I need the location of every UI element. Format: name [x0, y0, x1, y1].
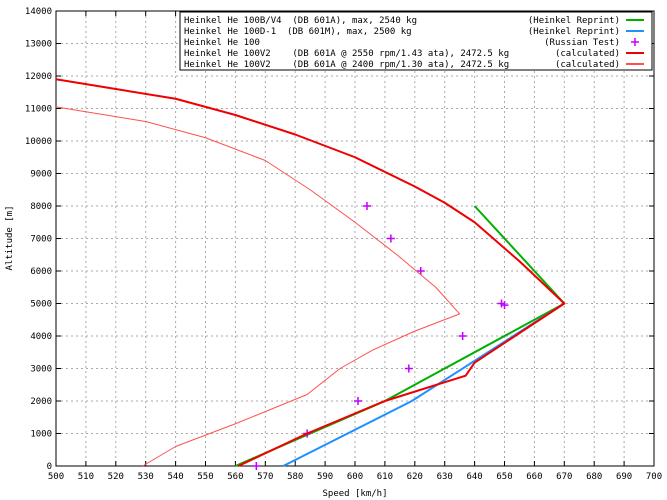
legend: Heinkel He 100B/V4 (DB 601A), max, 2540 … — [179, 11, 653, 71]
data-point — [500, 301, 509, 310]
y-tick-label: 7000 — [30, 235, 52, 245]
cross-mark — [500, 301, 509, 310]
cross-mark — [404, 364, 413, 373]
y-tick-label: 13000 — [25, 40, 52, 50]
legend-source: (Russian Test) — [544, 38, 620, 48]
data-point — [386, 234, 395, 243]
y-tick-label: 11000 — [25, 105, 52, 115]
grid — [56, 11, 654, 466]
y-tick-label: 1000 — [30, 430, 52, 440]
data-point — [404, 364, 413, 373]
x-tick-label: 570 — [257, 472, 273, 482]
y-tick-label: 5000 — [30, 300, 52, 310]
x-tick-label: 640 — [466, 472, 482, 482]
legend-label: Heinkel He 100B/V4 (DB 601A), max, 2540 … — [184, 16, 417, 26]
legend-label: Heinkel He 100V2 (DB 601A @ 2400 rpm/1.3… — [184, 60, 509, 70]
legend-source: (Heinkel Reprint) — [528, 27, 620, 37]
legend-box — [179, 11, 653, 71]
y-tick-label: 10000 — [25, 137, 52, 147]
x-tick-label: 690 — [616, 472, 632, 482]
x-tick-label: 560 — [227, 472, 243, 482]
x-tick-label: 500 — [48, 472, 64, 482]
x-tick-label: 670 — [556, 472, 572, 482]
x-tick-label: 580 — [287, 472, 303, 482]
legend-source: (Heinkel Reprint) — [528, 16, 620, 26]
y-tick-label: 9000 — [30, 170, 52, 180]
x-tick-label: 510 — [78, 472, 94, 482]
data-point — [353, 397, 362, 405]
series-group — [55, 78, 566, 470]
y-axis-label: Altitude [m] — [5, 205, 15, 270]
y-tick-label: 8000 — [30, 202, 52, 212]
x-tick-label: 520 — [108, 472, 124, 482]
cross-mark — [386, 234, 395, 243]
legend-source: (calculated) — [555, 49, 620, 59]
data-point — [416, 267, 425, 275]
cross-mark — [252, 462, 261, 470]
data-point — [362, 202, 371, 210]
x-axis-label: Speed [km/h] — [322, 489, 387, 499]
data-point — [252, 462, 261, 470]
x-tick-label: 530 — [138, 472, 154, 482]
legend-label: Heinkel He 100V2 (DB 601A @ 2550 rpm/1.4… — [184, 49, 509, 59]
x-tick-label: 550 — [197, 472, 213, 482]
series-line-3 — [55, 78, 566, 467]
y-tick-label: 14000 — [25, 7, 52, 17]
x-tick-label: 700 — [646, 472, 662, 482]
legend-label: Heinkel He 100 — [184, 38, 260, 48]
x-tick-label: 610 — [377, 472, 393, 482]
data-point — [458, 332, 467, 340]
cross-mark — [631, 38, 639, 46]
x-tick-label: 680 — [586, 472, 602, 482]
cross-mark — [362, 202, 371, 210]
x-tick-label: 590 — [317, 472, 333, 482]
axis-ticks: 500 510 520 530 540 550 560 570 580 590 600 610 620 6… — [25, 7, 662, 482]
y-tick-label: 0 — [47, 462, 52, 472]
cross-mark — [416, 267, 425, 275]
legend-label: Heinkel He 100D-1 (DB 601M), max, 2500 k… — [184, 27, 412, 37]
y-tick-label: 6000 — [30, 267, 52, 277]
x-tick-label: 620 — [407, 472, 423, 482]
legend-marker — [631, 38, 639, 46]
x-tick-label: 600 — [347, 472, 363, 482]
legend-source: (calculated) — [555, 60, 620, 70]
series-line-4 — [55, 106, 461, 467]
cross-mark — [353, 397, 362, 405]
x-tick-label: 540 — [167, 472, 183, 482]
x-tick-label: 650 — [496, 472, 512, 482]
y-tick-label: 2000 — [30, 397, 52, 407]
cross-mark — [458, 332, 467, 340]
x-tick-label: 660 — [526, 472, 542, 482]
x-tick-label: 630 — [437, 472, 453, 482]
y-tick-label: 12000 — [25, 72, 52, 82]
y-tick-label: 3000 — [30, 365, 52, 375]
y-tick-label: 4000 — [30, 332, 52, 342]
